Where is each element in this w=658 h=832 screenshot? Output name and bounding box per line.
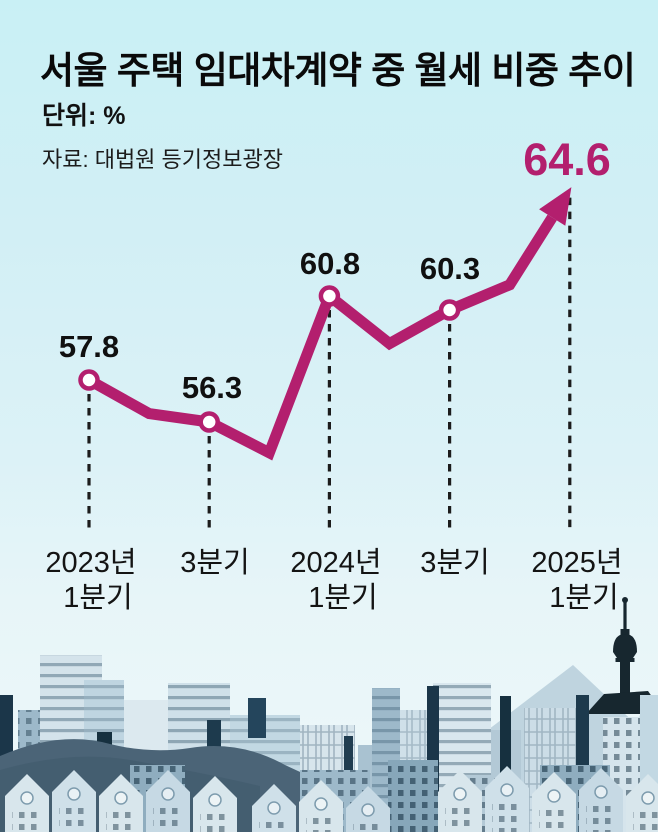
- x-axis-label-2023q1: 2023년 1분기: [45, 546, 136, 616]
- x-axis-label-quarter: 1분기: [63, 582, 133, 614]
- x-axis-label-year: 2025년: [531, 547, 623, 579]
- city-skyline-illustration: [0, 597, 658, 832]
- source-label: 자료: 대법원 등기정보광장: [42, 147, 283, 172]
- x-axis-label-quarter: 3분기: [420, 547, 490, 579]
- x-axis-label-2024q3: 3분기: [420, 546, 490, 581]
- data-point-marker: [438, 299, 461, 321]
- n-seoul-tower-icon: [586, 597, 655, 714]
- value-label-2023q1: 57.8: [58, 329, 120, 364]
- value-label-2023q3: 56.3: [181, 370, 243, 405]
- data-point-marker: [318, 285, 341, 307]
- x-axis-label-quarter: 1분기: [549, 582, 619, 614]
- x-axis-label-quarter: 3분기: [180, 547, 250, 579]
- value-label-2024q1: 60.8: [299, 246, 361, 281]
- value-label-2024q3: 60.3: [419, 251, 481, 286]
- x-axis-label-2023q3: 3분기: [180, 546, 250, 581]
- x-axis-label-2024q1: 2024년 1분기: [290, 546, 381, 616]
- arrow-up-icon: [539, 187, 572, 226]
- page-title: 서울 주택 임대차계약 중 월세 비중 추이: [40, 50, 636, 91]
- data-point-marker: [198, 411, 220, 433]
- value-label-2025q1-highlight: 64.6: [523, 134, 611, 185]
- x-axis-label-2025q1: 2025년 1분기: [531, 546, 622, 616]
- x-axis-label-quarter: 1분기: [308, 582, 378, 614]
- x-axis-label-year: 2024년: [290, 547, 382, 579]
- x-axis-label-year: 2023년: [45, 547, 137, 579]
- unit-label: 단위: %: [42, 102, 126, 130]
- data-point-marker: [78, 369, 100, 391]
